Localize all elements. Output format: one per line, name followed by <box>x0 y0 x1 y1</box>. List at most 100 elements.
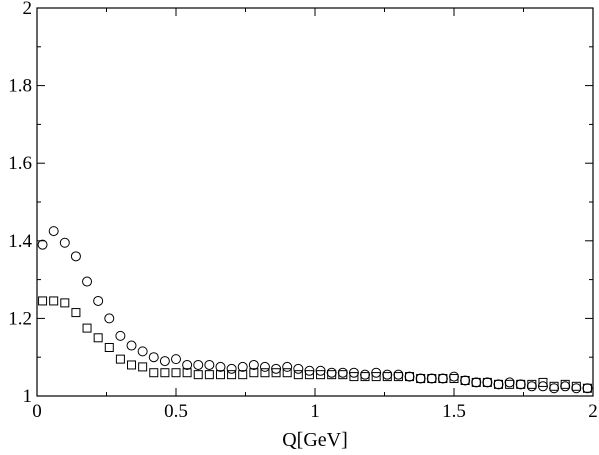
square-marker <box>549 381 559 391</box>
square-marker <box>405 372 415 382</box>
circle-marker <box>37 239 48 250</box>
circle-marker <box>171 354 181 365</box>
square-marker <box>71 308 81 318</box>
square-marker <box>271 368 281 378</box>
circle-marker <box>204 359 215 370</box>
x-tick-label: 2 <box>588 401 598 422</box>
square-marker <box>160 368 170 378</box>
circle-marker <box>515 379 526 390</box>
plot-frame <box>36 7 594 397</box>
square-marker <box>427 374 437 384</box>
y-tick-label: 1.6 <box>8 153 32 174</box>
y-tick-label: 2 <box>23 0 33 19</box>
circle-marker <box>393 369 404 380</box>
circle-marker <box>560 381 571 392</box>
square-marker <box>304 370 314 380</box>
circle-marker <box>93 295 104 306</box>
square-marker <box>316 370 326 380</box>
square-marker <box>104 343 114 352</box>
y-tick-label: 1.4 <box>8 231 32 252</box>
square-marker <box>60 298 70 308</box>
circle-marker <box>259 361 270 372</box>
circle-marker <box>471 377 482 388</box>
x-tick-label: 0.5 <box>164 401 188 422</box>
axis-ticks: 0 0.5 1 1.5 2 1 1.2 1.4 1.6 1.8 2 <box>8 0 598 422</box>
circle-marker <box>148 352 159 363</box>
square-marker <box>227 370 237 380</box>
circle-marker <box>59 237 70 248</box>
circle-marker <box>193 359 204 370</box>
circle-marker <box>426 373 437 384</box>
square-marker <box>82 323 92 333</box>
square-marker <box>560 379 570 389</box>
square-marker <box>204 370 214 380</box>
circle-marker <box>70 251 81 262</box>
circle-marker <box>526 381 537 392</box>
square-marker <box>449 374 459 384</box>
square-marker <box>171 368 181 378</box>
circle-marker <box>360 369 371 380</box>
x-tick-label: 1 <box>310 401 320 422</box>
series-1 <box>37 226 593 394</box>
circle-marker <box>337 367 348 378</box>
square-marker <box>393 372 403 382</box>
y-tick-label: 1.2 <box>8 308 32 329</box>
circle-marker <box>215 361 226 372</box>
circle-marker <box>126 340 137 351</box>
square-marker <box>582 383 592 393</box>
square-marker <box>249 368 259 378</box>
square-marker <box>127 360 137 370</box>
square-marker <box>49 296 59 306</box>
square-marker <box>493 379 503 389</box>
square-marker <box>115 354 125 364</box>
circle-marker <box>582 383 593 394</box>
y-tick-label: 1 <box>23 386 33 407</box>
square-marker <box>182 368 192 378</box>
square-marker <box>93 333 103 343</box>
circle-marker <box>104 313 115 324</box>
square-marker <box>327 370 337 380</box>
circle-marker <box>82 276 93 287</box>
circle-marker <box>293 363 304 374</box>
square-marker <box>371 372 381 382</box>
circle-marker <box>504 377 515 388</box>
circle-marker <box>226 363 237 374</box>
circle-marker <box>449 371 459 382</box>
circle-marker <box>460 375 471 386</box>
square-marker <box>38 296 48 306</box>
circle-marker <box>493 379 504 390</box>
square-marker <box>538 377 548 387</box>
circle-marker <box>415 373 426 384</box>
circle-marker <box>326 367 337 378</box>
square-marker <box>238 370 248 380</box>
square-marker <box>360 372 370 382</box>
square-marker <box>505 379 515 389</box>
x-tick-label: 0 <box>32 401 42 422</box>
series-2 <box>38 296 592 393</box>
circle-marker <box>482 377 493 388</box>
circle-marker <box>182 359 193 370</box>
square-marker <box>215 370 225 380</box>
data-markers <box>37 226 593 394</box>
square-marker <box>260 368 270 378</box>
circle-marker <box>115 330 126 341</box>
circle-marker <box>159 356 170 367</box>
circle-marker <box>404 371 415 382</box>
y-tick-label: 1.8 <box>8 76 32 97</box>
square-marker <box>438 374 448 384</box>
square-marker <box>138 362 148 372</box>
square-marker <box>282 368 292 378</box>
square-marker <box>293 370 303 380</box>
circle-marker <box>48 226 59 237</box>
square-marker <box>516 379 526 389</box>
x-tick-label: 1.5 <box>442 401 466 422</box>
square-marker <box>460 375 470 385</box>
circle-marker <box>437 373 448 384</box>
square-marker <box>349 372 359 382</box>
circle-marker <box>237 361 248 372</box>
circle-marker <box>248 359 259 370</box>
square-marker <box>527 379 537 389</box>
square-marker <box>193 370 203 380</box>
circle-marker <box>282 361 293 372</box>
